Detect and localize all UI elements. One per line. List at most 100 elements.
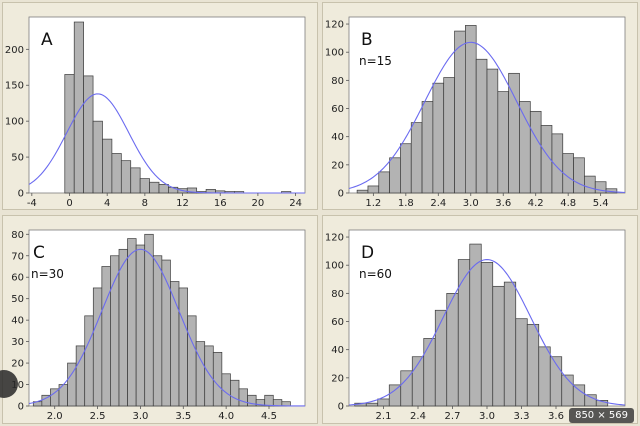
y-tick-label: 60 [331, 317, 344, 328]
x-tick-label: 20 [252, 198, 265, 209]
histogram-bar [492, 285, 505, 407]
y-tick-label: 60 [11, 273, 24, 284]
y-tick-label: 20 [11, 359, 24, 370]
x-tick-label: 3.0 [463, 198, 479, 209]
histogram-bar [158, 184, 169, 194]
histogram-bar [421, 101, 434, 194]
histogram-bar [434, 309, 448, 407]
overlay-nav-button[interactable] [0, 370, 18, 398]
histogram-bar [446, 293, 459, 407]
normal-fit-curve [348, 41, 626, 193]
y-tick-label: 40 [11, 316, 24, 327]
histogram-bar [178, 287, 188, 407]
histogram-bar [584, 394, 597, 407]
histogram-bar [388, 384, 402, 407]
histogram-bar [187, 315, 197, 407]
y-tick-label: 100 [325, 48, 344, 59]
histogram-bar [365, 402, 379, 407]
histogram-bar [423, 338, 436, 407]
histogram-bar [84, 315, 94, 407]
x-tick-label: 2.1 [376, 411, 392, 422]
histogram-bar [92, 287, 103, 407]
histogram-c: 010203040506070802.02.53.03.54.04.5Cn=30 [11, 229, 306, 422]
x-tick-label: 3.3 [514, 411, 530, 422]
y-tick-label: 120 [325, 20, 344, 31]
histogram-bar [475, 58, 488, 194]
histogram-bar [161, 259, 171, 407]
histogram-bar [432, 82, 445, 194]
histogram-bar [264, 394, 274, 407]
x-tick-label: 4.0 [218, 411, 234, 422]
y-tick-label: 0 [18, 402, 24, 413]
histogram-bar [111, 153, 122, 194]
histogram-bar [118, 248, 128, 407]
histogram-bar [195, 341, 206, 407]
x-tick-label: 1.2 [365, 198, 381, 209]
y-tick-label: 20 [331, 373, 344, 384]
x-tick-label: 3.6 [548, 411, 564, 422]
panel-letter: D [361, 243, 374, 263]
y-tick-label: 60 [331, 104, 344, 115]
x-tick-label: 12 [176, 198, 189, 209]
x-tick-label: 1.8 [398, 198, 414, 209]
y-tick-label: 200 [5, 45, 24, 56]
y-tick-label: 30 [11, 337, 24, 348]
panel-b: 0 20 40 60 80 100 120 1.2 1.8 2.4 3.0 3.6 4.2 4.8 5.4 B… [322, 2, 638, 210]
histogram-bar [572, 384, 586, 407]
x-tick-label: 2.7 [445, 411, 461, 422]
y-tick-label: 40 [331, 132, 344, 143]
histogram-b: 0 20 40 60 80 100 120 1.2 1.8 2.4 3.0 3.6 4.2 4.8 5.4 B… [325, 16, 626, 209]
image-size-badge: 850 × 569 [569, 408, 634, 423]
histogram-bar [135, 244, 146, 407]
histogram-bar [584, 175, 596, 194]
y-tick-label: 0 [338, 189, 344, 200]
sample-size-label: n=15 [359, 54, 392, 68]
panel-letter: A [41, 30, 53, 50]
panel-a: 0 50 100 150 200 -4 0 4 8 12 16 20 24 A [2, 2, 318, 210]
y-tick-label: 80 [11, 230, 24, 241]
histogram-bar [356, 189, 369, 194]
histogram-bar [212, 351, 223, 407]
histogram-bar [378, 171, 390, 194]
y-tick-label: 120 [325, 233, 344, 244]
histogram-bar [389, 157, 401, 194]
x-tick-label: 4.2 [528, 198, 544, 209]
histogram-bar [102, 138, 113, 194]
sample-size-label: n=30 [31, 267, 64, 281]
x-tick-label: -4 [27, 198, 37, 209]
y-tick-label: 40 [331, 345, 344, 356]
y-tick-label: 20 [331, 160, 344, 171]
x-tick-label: 24 [289, 198, 302, 209]
histogram-bar [480, 262, 494, 407]
x-tick-label: 2.5 [90, 411, 106, 422]
histogram-bar [50, 388, 60, 407]
histogram-bar [101, 266, 111, 407]
panel-letter: B [361, 30, 373, 50]
histogram-bar [377, 398, 390, 407]
histogram-bar [465, 25, 477, 194]
histogram-bar [152, 255, 163, 407]
x-tick-label: 0 [66, 198, 72, 209]
histogram-bar [454, 30, 466, 194]
histogram-bar [443, 77, 455, 194]
y-tick-label: 100 [325, 261, 344, 272]
histogram-bar [538, 346, 551, 407]
histogram-bar [149, 181, 160, 194]
histogram-bar [529, 110, 542, 194]
normal-fit-curve [348, 259, 626, 406]
histogram-bar [120, 160, 132, 194]
x-tick-label: 4 [104, 198, 110, 209]
x-tick-label: 3.6 [495, 198, 511, 209]
panel-c: 010203040506070802.02.53.03.54.04.5Cn=30 [2, 215, 318, 424]
x-tick-label: 16 [214, 198, 227, 209]
histogram-d: 0 20 40 60 80 100 120 2.1 2.4 2.7 3.0 3.3 3.6 Dn=60 [325, 229, 626, 422]
histogram-bar [230, 379, 240, 407]
y-tick-label: 70 [11, 251, 24, 262]
y-tick-label: 80 [331, 289, 344, 300]
histogram-bar [573, 157, 585, 194]
histogram-bar [497, 91, 509, 194]
histogram-bar [519, 101, 531, 194]
